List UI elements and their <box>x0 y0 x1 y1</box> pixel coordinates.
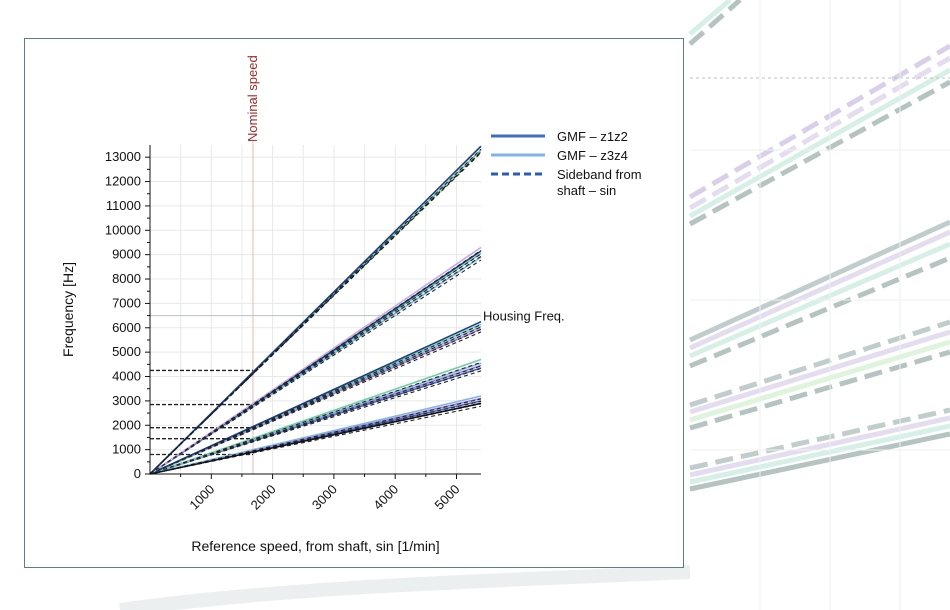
housing-freq-label: Housing Freq. <box>483 309 565 324</box>
sideband-line <box>149 365 482 475</box>
series-line <box>149 402 482 475</box>
frequency-chart: Housing Freq. Nominal speed 0 1000 2000 3000 4… <box>60 55 642 554</box>
x-tick-label: 4000 <box>370 482 401 513</box>
legend: GMF – z1z2 GMF – z3z4 Sideband from shaft –… <box>491 129 642 198</box>
x-axis-title: Reference speed, from shaft, sin [1/min] <box>191 538 439 554</box>
legend-label: Sideband from shaft – sin <box>557 167 642 198</box>
sideband-line <box>149 148 482 475</box>
y-tick-label: 11000 <box>106 198 141 213</box>
axes <box>145 145 481 479</box>
axis-labels: Housing Freq. Nominal speed 0 1000 2000 3000 4… <box>60 55 565 554</box>
y-tick-label: 0 <box>134 466 141 481</box>
nominal-speed-label: Nominal speed <box>245 55 260 142</box>
x-tick-label: 1000 <box>186 482 217 513</box>
legend-label: GMF – z1z2 <box>557 129 628 144</box>
sideband-line <box>149 151 482 475</box>
y-tick-label: 9000 <box>112 247 141 262</box>
series-lines <box>149 145 482 475</box>
y-axis-title: Frequency [Hz] <box>60 262 76 357</box>
y-tick-label: 6000 <box>112 320 141 335</box>
sideband-line <box>149 249 482 475</box>
y-tick-label: 13000 <box>105 149 141 164</box>
series-line <box>149 320 482 475</box>
sideband-line <box>149 326 482 475</box>
x-tick-label: 3000 <box>309 482 340 513</box>
y-tick-label: 10000 <box>105 222 141 237</box>
y-tick-label: 7000 <box>112 295 141 310</box>
sideband-line <box>149 361 482 475</box>
y-tick-label: 12000 <box>105 174 141 189</box>
x-tick-label: 5000 <box>432 482 463 513</box>
y-tick-label: 5000 <box>112 344 141 359</box>
y-tick-label: 2000 <box>112 417 141 432</box>
sideband-line <box>149 324 482 475</box>
y-tick-label: 8000 <box>112 271 141 286</box>
y-tick-label: 1000 <box>112 442 141 457</box>
chart-panel: Housing Freq. Nominal speed 0 1000 2000 3000 4… <box>24 38 684 568</box>
sideband-line <box>149 398 482 475</box>
y-tick-label: 4000 <box>112 369 141 384</box>
y-tick-label: 3000 <box>112 393 141 408</box>
x-tick-label: 2000 <box>248 482 279 513</box>
legend-label: GMF – z3z4 <box>557 148 628 163</box>
